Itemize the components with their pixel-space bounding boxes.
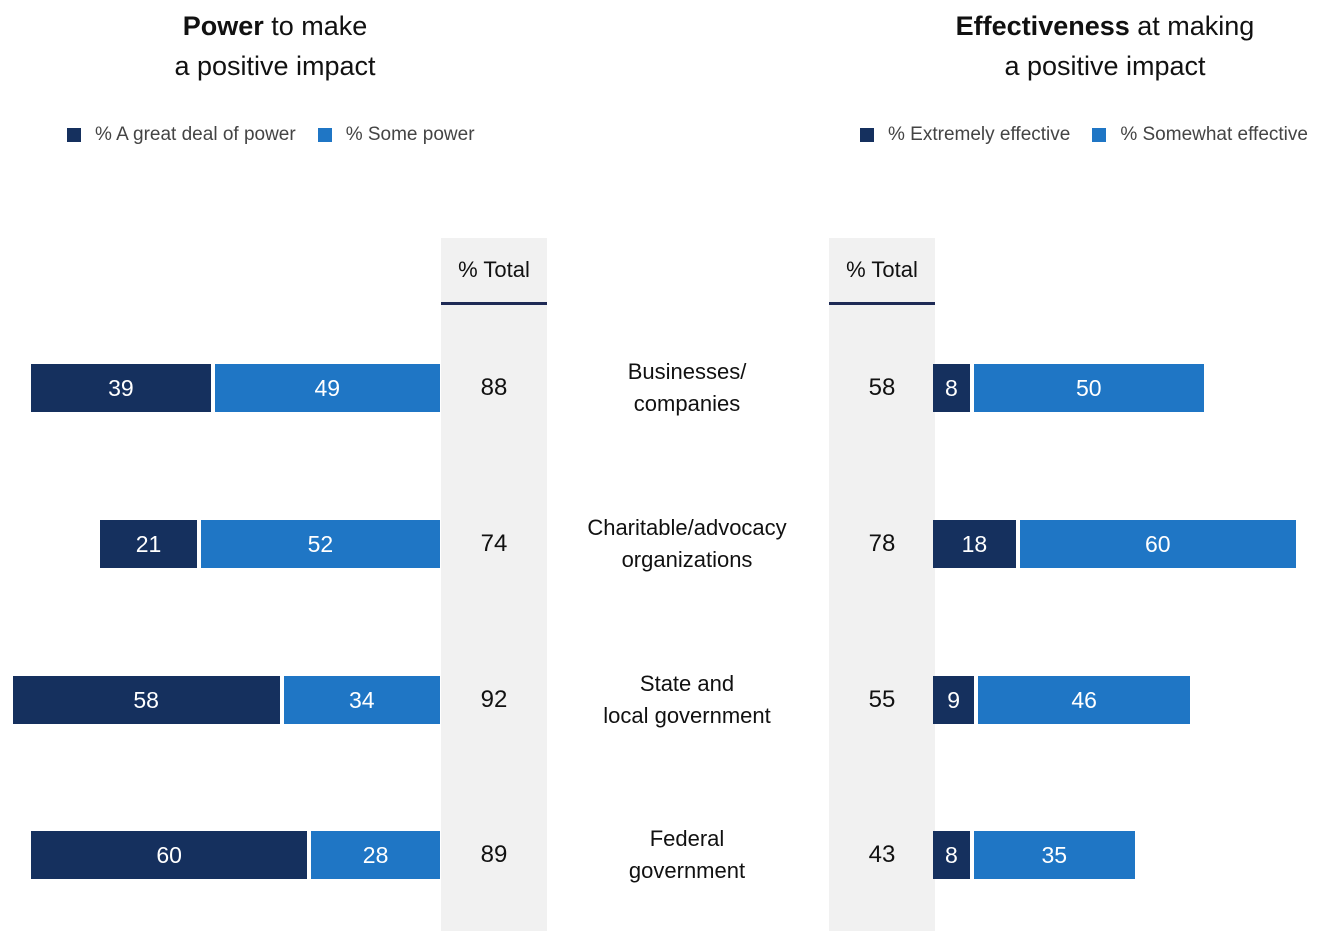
right-bar-extremely-effective: 9 <box>933 676 975 724</box>
category-label-line: government <box>628 858 746 883</box>
right-total-value: 58 <box>868 374 896 401</box>
right-total-column: % Total 58 78 55 43 <box>829 238 935 931</box>
left-chart-title: Power to make a positive impact <box>130 6 420 86</box>
right-title-line2: a positive impact <box>1004 51 1206 81</box>
right-bar-somewhat-effective: 46 <box>978 676 1190 724</box>
left-bar-great-deal: 60 <box>31 831 308 879</box>
category-label: Federal government <box>562 823 812 887</box>
right-bar-extremely-effective: 8 <box>933 364 970 412</box>
left-total-header: % Total <box>441 238 547 305</box>
legend-label: % A great deal of power <box>95 124 296 145</box>
category-label-line: organizations <box>621 547 753 572</box>
left-bar-some-power: 52 <box>200 520 440 568</box>
legend-label: % Some power <box>345 124 475 145</box>
category-label: Businesses/companies <box>562 356 812 420</box>
legend-item-somewhat: % Somewhat effective <box>1092 124 1308 146</box>
category-label-line: Charitable/advocacy <box>587 515 787 540</box>
legend-item-great-deal: % A great deal of power <box>67 124 296 146</box>
category-label-line: State and <box>639 671 735 696</box>
legend-swatch-dark <box>860 128 874 142</box>
category-label-line: Federal <box>649 826 725 851</box>
category-label-line: local government <box>603 703 771 728</box>
right-title-rest: at making <box>1129 11 1255 41</box>
legend-label: % Extremely effective <box>888 124 1071 145</box>
legend-swatch-light <box>1092 128 1107 142</box>
right-bar-somewhat-effective: 35 <box>973 831 1135 879</box>
right-bar-somewhat-effective: 60 <box>1019 520 1296 568</box>
legend-swatch-light <box>317 128 332 142</box>
right-total-value: 43 <box>868 841 896 868</box>
legend-item-extremely: % Extremely effective <box>860 124 1070 146</box>
left-total-value: 89 <box>480 841 508 868</box>
category-label-line: companies <box>633 391 741 416</box>
left-bar-great-deal: 58 <box>12 676 280 724</box>
left-bar-great-deal: 39 <box>31 364 211 412</box>
right-total-header: % Total <box>829 238 935 305</box>
right-title-bold: Effectiveness <box>955 11 1130 41</box>
category-label: Charitable/advocacy organizations <box>562 512 812 576</box>
left-title-line2: a positive impact <box>174 51 376 81</box>
right-bar-extremely-effective: 8 <box>933 831 970 879</box>
right-chart-title: Effectiveness at making a positive impac… <box>910 6 1300 86</box>
left-total-value: 88 <box>480 374 508 401</box>
right-total-value: 55 <box>868 686 896 713</box>
left-total-value: 92 <box>480 686 508 713</box>
left-total-value: 74 <box>480 530 508 557</box>
left-total-column: % Total 88 74 92 89 <box>441 238 547 931</box>
right-legend: % Extremely effective % Somewhat effecti… <box>860 124 1308 146</box>
left-bar-some-power: 49 <box>214 364 440 412</box>
category-label: State and local government <box>562 668 812 732</box>
legend-swatch-dark <box>67 128 81 142</box>
left-title-bold: Power <box>182 11 264 41</box>
left-bar-great-deal: 21 <box>100 520 197 568</box>
left-legend: % A great deal of power % Some power <box>67 124 497 146</box>
legend-label: % Somewhat effective <box>1120 124 1308 145</box>
left-bar-some-power: 34 <box>283 676 440 724</box>
right-bar-somewhat-effective: 50 <box>973 364 1204 412</box>
category-label-line: Businesses/ <box>627 359 747 384</box>
left-bar-some-power: 28 <box>311 831 440 879</box>
left-title-rest: to make <box>263 11 368 41</box>
legend-item-some: % Some power <box>317 124 475 146</box>
right-total-value: 78 <box>868 530 896 557</box>
right-bar-extremely-effective: 18 <box>933 520 1016 568</box>
